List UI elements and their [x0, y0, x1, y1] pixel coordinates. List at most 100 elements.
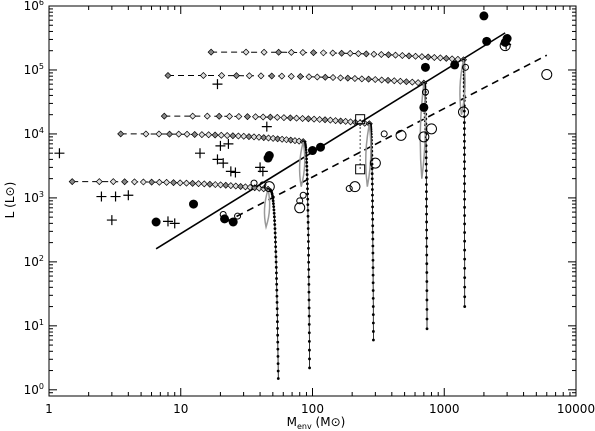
track-descent-dot [273, 235, 277, 239]
track-descent-dot [304, 151, 308, 154]
track-diamond [199, 72, 207, 79]
y-tick-label: 103 [24, 190, 44, 205]
track-plateau-line [211, 51, 464, 61]
track-descent-dot [424, 176, 428, 179]
track-descent-dot [371, 266, 375, 270]
open-circle-small [299, 191, 307, 199]
track-descent-dot [371, 297, 375, 300]
track-diamond [170, 179, 178, 187]
open-circle-large [349, 181, 361, 193]
open-square [355, 114, 366, 125]
track-descent-dot [463, 160, 466, 164]
track-diamond [142, 130, 150, 138]
track-descent-dot [272, 211, 276, 215]
track-descent-dot [425, 212, 428, 216]
plus-marker [223, 138, 234, 149]
track-diamond [259, 113, 267, 121]
track-diamond [246, 183, 254, 191]
track-descent-dot [274, 265, 278, 269]
track-descent-dot [371, 313, 375, 317]
track-descent-dot [424, 162, 428, 166]
track-diamond [309, 49, 317, 57]
track-diamond [337, 117, 345, 125]
track-descent-dot [425, 228, 429, 232]
track-descent-dot [371, 251, 375, 255]
track-diamond [222, 181, 230, 189]
track-descent-dot [305, 161, 309, 164]
track-descent-dot [275, 313, 279, 317]
track-turnover-loop [459, 59, 466, 115]
plus-marker [123, 190, 134, 201]
track-diamond [326, 116, 334, 124]
track-diamond [377, 50, 385, 58]
track-descent-dot [371, 281, 375, 285]
track-descent-dot [424, 156, 428, 160]
track-diamond [130, 178, 138, 186]
filled-circle [228, 217, 238, 227]
track-diamond [418, 53, 426, 61]
track-diamond [278, 135, 286, 143]
track-descent-dot [276, 377, 280, 380]
open-circle-small [462, 63, 470, 71]
track-diamond [218, 72, 226, 80]
track-descent-dot [271, 199, 275, 203]
track-diamond [370, 50, 378, 58]
track-descent-dot [425, 308, 429, 311]
track-diamond [257, 72, 265, 80]
track-diamond [299, 114, 307, 122]
track-diamond [384, 76, 392, 84]
track-diamond [117, 130, 125, 138]
track-diamond [191, 130, 199, 138]
open-circle-small [296, 197, 304, 205]
track-descent-dot [371, 211, 375, 215]
track-diamond [321, 73, 329, 81]
track-diamond [390, 77, 398, 85]
y-tick-label: 100 [24, 382, 44, 397]
track-descent-dot [463, 197, 466, 201]
filled-circle [151, 217, 161, 227]
track-descent-dot [273, 219, 276, 222]
track-descent-dot [371, 230, 375, 234]
track-descent-dot [370, 177, 374, 181]
track-diamond [176, 179, 184, 187]
track-diamond [160, 112, 168, 120]
track-diamond [164, 71, 172, 79]
open-circle-large [263, 181, 275, 193]
track-diamond [183, 130, 191, 138]
track-diamond [189, 179, 197, 187]
track-diamond [215, 112, 223, 120]
track-diamond [269, 134, 277, 142]
track-descent-dot [463, 276, 467, 280]
track-descent-dot [305, 177, 309, 181]
track-diamond [402, 78, 410, 86]
track-descent-dot [425, 205, 428, 208]
track-diamond [200, 180, 208, 188]
track-diamond [95, 178, 103, 186]
open-circle-large [294, 202, 306, 214]
track-diamond [280, 114, 288, 122]
track-descent-dot [304, 145, 308, 149]
filled-circle [482, 36, 492, 46]
track-diamond [356, 119, 364, 127]
track-descent-dot [463, 214, 466, 217]
open-circle-small [421, 88, 429, 96]
open-circle-large [458, 106, 470, 118]
track-descent-dot [276, 320, 279, 324]
track-diamond [189, 112, 197, 120]
track-diamond [227, 182, 235, 190]
track-descent-dot [425, 327, 429, 331]
track-diamond [398, 51, 406, 59]
plus-marker [218, 158, 229, 169]
track-diamond [287, 72, 295, 80]
track-descent-dot [425, 236, 429, 240]
track-descent-dot [307, 314, 311, 318]
plus-marker [106, 215, 117, 226]
track-diamond [225, 112, 233, 120]
track-diamond [436, 54, 444, 62]
track-diamond [234, 132, 242, 140]
track-diamond [365, 75, 373, 83]
track-descent-dot [308, 357, 311, 361]
track-diamond [295, 137, 303, 145]
track-descent-dot [463, 239, 467, 243]
